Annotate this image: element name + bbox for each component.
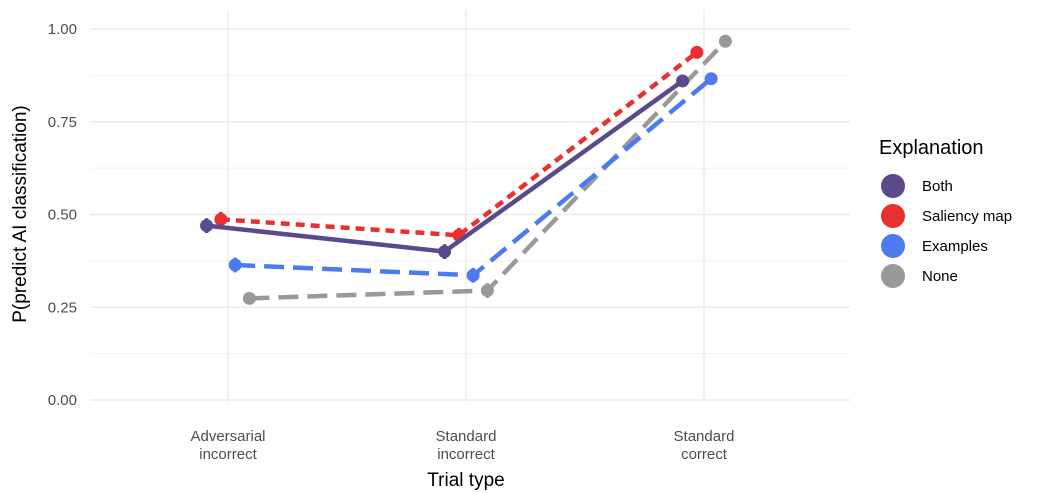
y-axis-ticks: 0.00 0.25 0.50 0.75 1.00 [48, 21, 77, 409]
data-point [214, 212, 228, 226]
x-tick-label: Adversarial [190, 428, 265, 445]
series-none [242, 34, 732, 305]
series-layer [200, 34, 732, 305]
data-point [704, 72, 718, 86]
series-line [206, 79, 684, 254]
data-point [480, 284, 494, 298]
legend-key [881, 264, 905, 288]
x-tick-label: correct [681, 446, 728, 463]
legend-title: Explanation [879, 137, 984, 159]
data-point [242, 291, 256, 305]
series-saliency-map [214, 45, 704, 243]
series-examples [228, 72, 718, 283]
y-tick-label: 1.00 [48, 21, 77, 38]
data-point [690, 45, 704, 59]
data-point [466, 268, 480, 282]
series-line [249, 39, 728, 301]
y-tick-label: 0.25 [48, 299, 77, 316]
data-point [676, 74, 690, 88]
x-tick-label: Standard [674, 428, 735, 445]
legend: Explanation Both Saliency map Examples None [879, 137, 1012, 288]
data-point [438, 245, 452, 259]
y-axis-title: P(predict AI classification) [10, 105, 31, 323]
y-tick-label: 0.75 [48, 114, 77, 131]
y-tick-label: 0.00 [48, 392, 77, 409]
legend-key [881, 204, 905, 228]
series-both [200, 74, 690, 260]
data-point [200, 219, 214, 233]
legend-key [881, 234, 905, 258]
x-tick-label: Standard [436, 428, 497, 445]
grid [90, 10, 850, 402]
legend-label: None [922, 268, 958, 285]
data-point [228, 258, 242, 272]
x-tick-label: incorrect [437, 446, 495, 463]
y-tick-label: 0.50 [48, 207, 77, 224]
data-point [718, 34, 732, 48]
x-tick-label: incorrect [199, 446, 257, 463]
legend-label: Saliency map [922, 208, 1012, 225]
x-axis-title: Trial type [427, 470, 504, 491]
legend-label: Examples [922, 238, 988, 255]
legend-key [881, 174, 905, 198]
series-line [220, 50, 699, 238]
x-axis-ticks: AdversarialincorrectStandardincorrectSta… [190, 428, 734, 463]
legend-label: Both [922, 178, 953, 195]
series-line [235, 76, 713, 278]
